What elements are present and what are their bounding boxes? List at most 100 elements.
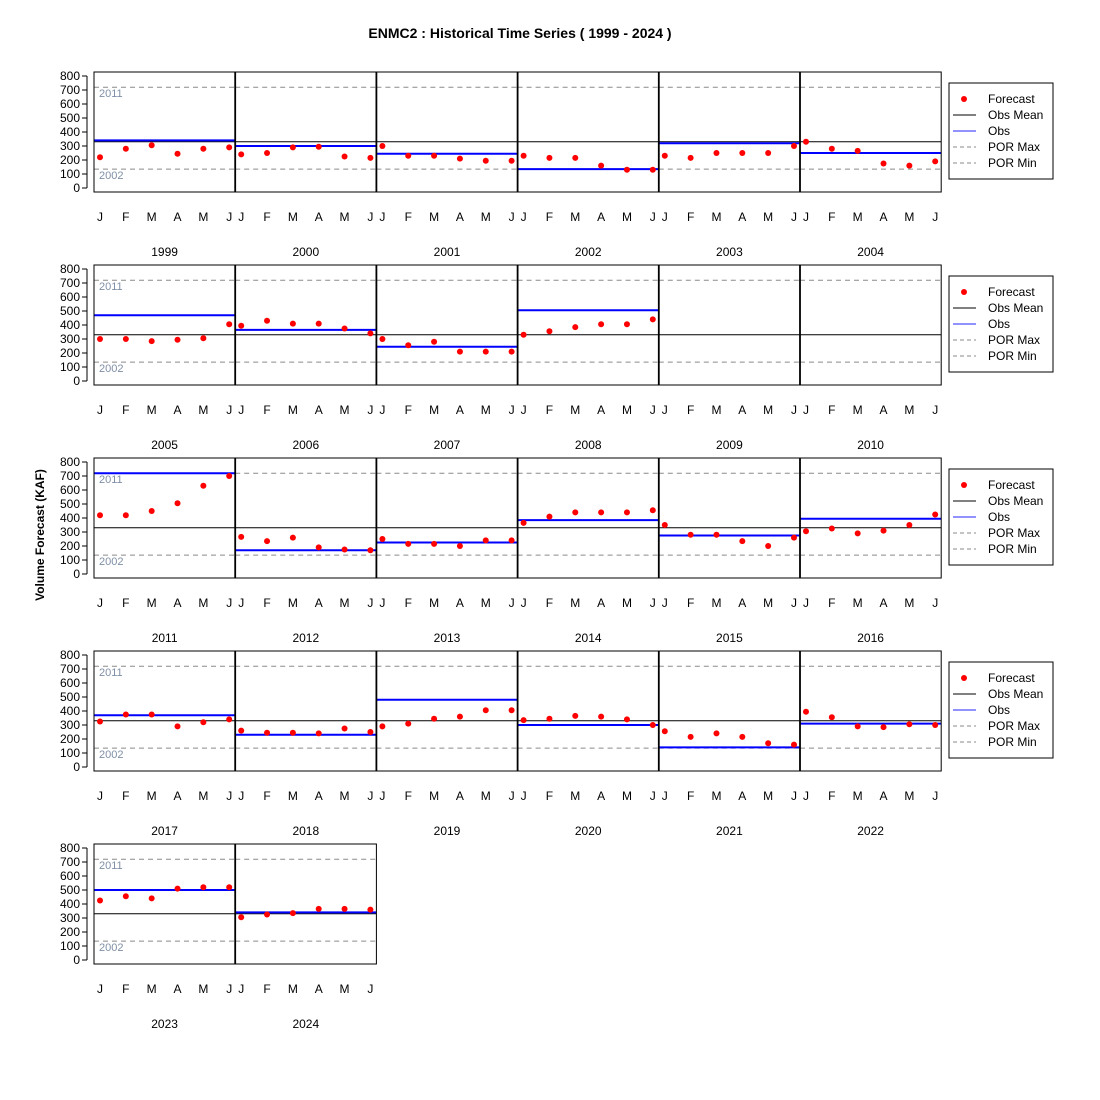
panel-frame — [517, 650, 660, 772]
year-label: 2017 — [151, 824, 178, 838]
legend-label: Obs Mean — [988, 687, 1043, 701]
x-tick-label: F — [263, 982, 270, 996]
chart-title: ENMC2 : Historical Time Series ( 1999 - … — [368, 25, 671, 41]
forecast-point — [508, 157, 515, 164]
por-max-label: 2011 — [99, 860, 123, 872]
y-tick-label: 100 — [60, 360, 80, 374]
panel-2016: J F M A M J 2016 — [799, 457, 942, 645]
year-label: 2008 — [575, 438, 602, 452]
legend-label: POR Min — [988, 542, 1037, 556]
por-min-label: 2002 — [99, 749, 123, 761]
forecast-point — [854, 723, 861, 730]
y-tick-label: 500 — [60, 304, 80, 318]
x-tick-label: M — [481, 210, 491, 224]
forecast-point — [264, 911, 271, 918]
panel-2019: J F M A M J 2019 — [375, 650, 519, 838]
x-tick-label: J — [509, 596, 515, 610]
forecast-point — [828, 525, 835, 532]
panel-frame — [234, 650, 377, 772]
x-tick-label: F — [263, 596, 270, 610]
forecast-point — [367, 729, 374, 735]
y-tick-label: 100 — [60, 167, 80, 181]
x-tick-label: M — [198, 982, 208, 996]
legend-label: Obs — [988, 510, 1010, 524]
legend-item-obs: Obs — [953, 510, 1010, 524]
x-tick-label: A — [174, 210, 182, 224]
panel-2022: J F M A M J 2022 — [799, 650, 942, 838]
x-tick-label: J — [509, 789, 515, 803]
year-label: 2013 — [434, 631, 461, 645]
forecast-point — [598, 162, 605, 169]
year-label: 2015 — [716, 631, 743, 645]
x-tick-label: F — [687, 210, 694, 224]
forecast-point — [238, 727, 245, 734]
forecast-point — [765, 543, 772, 549]
x-tick-label: M — [711, 596, 721, 610]
forecast-point — [508, 348, 515, 355]
forecast-point — [238, 533, 245, 540]
x-tick-label: M — [288, 403, 298, 417]
x-tick-label: M — [481, 403, 491, 417]
year-label: 2009 — [716, 438, 743, 452]
x-tick-label: J — [238, 982, 244, 996]
x-tick-label: F — [122, 982, 129, 996]
panel-frame — [799, 264, 942, 386]
x-tick-label: J — [379, 596, 385, 610]
forecast-point — [148, 338, 155, 345]
panel-frame — [375, 264, 519, 386]
forecast-point — [367, 547, 374, 554]
forecast-point — [148, 508, 155, 514]
legend: Forecast Obs Mean Obs POR Max POR Min — [948, 468, 1054, 566]
x-tick-label: M — [711, 210, 721, 224]
y-tick-label: 300 — [60, 911, 80, 925]
forecast-point — [623, 509, 630, 516]
forecast-point — [572, 154, 579, 161]
legend-label: POR Max — [988, 719, 1040, 733]
forecast-point — [661, 728, 668, 735]
x-tick-label: J — [662, 789, 668, 803]
legend-item-por-min: POR Min — [953, 156, 1037, 170]
y-tick-label: 800 — [60, 455, 80, 469]
x-tick-label: M — [622, 789, 632, 803]
forecast-point — [367, 906, 374, 913]
forecast-point — [508, 707, 515, 714]
x-tick-label: A — [456, 789, 464, 803]
x-tick-label: F — [405, 210, 412, 224]
y-tick-label: 800 — [60, 262, 80, 276]
por-min-label: 2002 — [99, 942, 123, 954]
x-tick-label: A — [174, 982, 182, 996]
forecast-point — [200, 884, 207, 891]
y-tick-label: 0 — [73, 181, 80, 195]
forecast-point — [765, 740, 772, 747]
forecast-point — [739, 150, 746, 156]
year-label: 2012 — [292, 631, 319, 645]
y-tick-label: 400 — [60, 511, 80, 525]
legend-item-obs-mean: Obs Mean — [953, 108, 1043, 122]
forecast-point — [546, 513, 553, 520]
legend-label: Forecast — [988, 671, 1035, 685]
legend-item-por-max: POR Max — [953, 140, 1040, 154]
x-tick-label: A — [880, 210, 888, 224]
forecast-point — [122, 893, 129, 900]
y-tick-label: 200 — [60, 346, 80, 360]
x-tick-label: M — [853, 596, 863, 610]
x-tick-label: M — [853, 789, 863, 803]
x-tick-label: J — [238, 210, 244, 224]
panel-2001: J F M A M J 2001 — [375, 71, 519, 259]
x-tick-label: A — [456, 403, 464, 417]
y-tick-label: 400 — [60, 125, 80, 139]
x-tick-label: F — [828, 789, 835, 803]
por-max-label: 2011 — [99, 281, 123, 293]
x-tick-label: J — [662, 403, 668, 417]
forecast-point — [713, 150, 720, 156]
x-tick-label: M — [481, 789, 491, 803]
forecast-point — [174, 885, 181, 892]
forecast-point — [791, 534, 797, 541]
x-tick-label: J — [791, 403, 797, 417]
x-tick-label: M — [147, 403, 157, 417]
forecast-point — [148, 142, 155, 149]
forecast-point — [546, 154, 553, 161]
forecast-point — [341, 325, 348, 332]
y-tick-label: 0 — [73, 953, 80, 967]
